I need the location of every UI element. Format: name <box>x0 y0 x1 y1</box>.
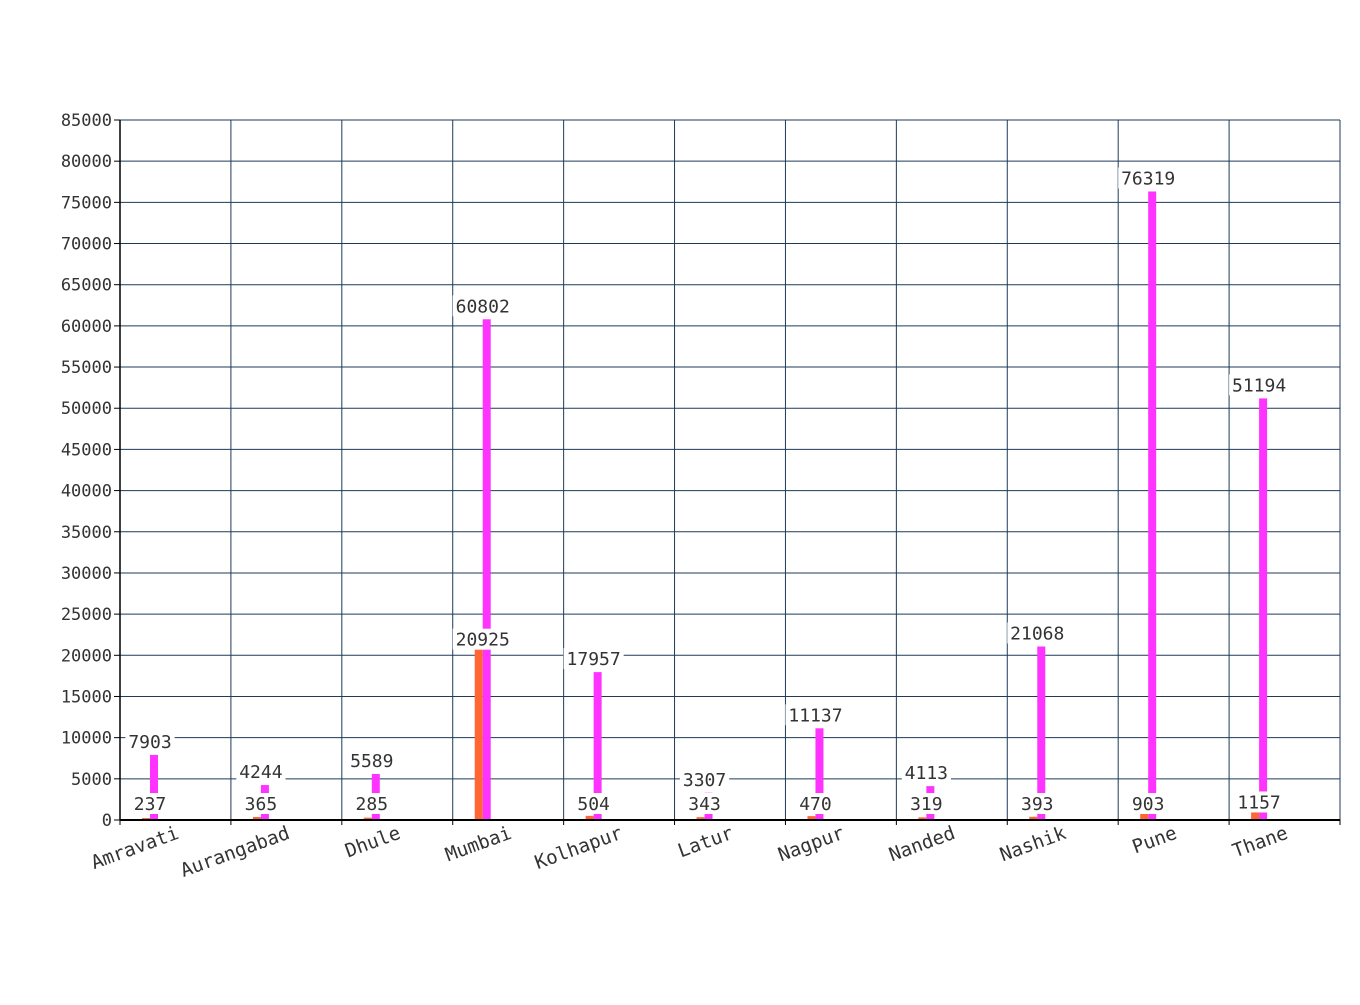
bar-series-2-pune <box>1148 191 1157 820</box>
data-label-series-1-nashik: 393 <box>1021 794 1054 815</box>
bar-series-2-mumbai <box>482 319 491 820</box>
data-label-series-2-nanded: 4113 <box>905 763 948 784</box>
axes <box>114 119 1341 825</box>
data-labels: 237 7903 365 4244 285 5589 20925 60802 504 17957 3… <box>125 167 1290 815</box>
y-tick-label: 55000 <box>61 358 112 378</box>
bar-series-1-kolhapur <box>585 815 594 820</box>
data-label-series-1-thane: 1157 <box>1237 792 1280 813</box>
y-tick-label: 50000 <box>61 399 112 419</box>
bar-series-1-thane <box>1251 810 1260 820</box>
data-label-background <box>1118 167 1179 189</box>
data-label-background <box>452 295 513 317</box>
bar-series-1-aurangabad <box>252 816 261 820</box>
data-label-background <box>901 762 951 784</box>
bar-series-2-thane <box>1259 398 1268 820</box>
bar-series-1-mumbai <box>474 647 483 820</box>
data-label-background <box>796 793 835 814</box>
bars <box>142 191 1268 820</box>
data-label-series-1-amravati: 237 <box>134 794 167 815</box>
y-tick-label: 30000 <box>61 564 112 584</box>
x-tick-label-mumbai: Mumbai <box>442 822 514 866</box>
bar-series-2-amravati <box>150 754 158 820</box>
data-label-background <box>907 793 946 814</box>
grid-lines <box>119 119 1341 820</box>
y-tick-label: 80000 <box>61 152 112 172</box>
x-tick-label-nagpur: Nagpur <box>775 822 847 866</box>
y-tick-label: 45000 <box>61 440 112 460</box>
bar-series-2-nagpur <box>815 728 824 820</box>
data-label-series-2-kolhapur: 17957 <box>567 649 621 670</box>
y-tick-label: 0 <box>102 811 112 831</box>
data-label-series-1-latur: 343 <box>688 794 721 815</box>
data-label-series-2-mumbai: 60802 <box>456 296 510 317</box>
x-tick-label-latur: Latur <box>675 822 736 862</box>
y-tick-label: 65000 <box>61 276 112 296</box>
data-label-series-2-pune: 76319 <box>1121 168 1175 189</box>
y-tick-label: 40000 <box>61 482 112 502</box>
bar-series-1-latur <box>696 817 705 820</box>
y-tick-label: 70000 <box>61 235 112 255</box>
data-label-series-2-dhule: 5589 <box>350 751 393 772</box>
y-tick-label: 15000 <box>61 687 112 707</box>
data-label-series-1-aurangabad: 365 <box>245 794 278 815</box>
x-tick-label-pune: Pune <box>1129 822 1180 858</box>
data-label-series-2-aurangabad: 4244 <box>239 762 282 783</box>
data-label-background <box>130 793 170 814</box>
y-tick-label: 20000 <box>61 646 112 666</box>
x-tick-label-dhule: Dhule <box>342 822 403 862</box>
x-tick-label-aurangabad: Aurangabad <box>178 822 293 882</box>
data-label-background <box>563 648 624 670</box>
data-label-series-2-nashik: 21068 <box>1010 623 1064 644</box>
data-label-series-2-nagpur: 11137 <box>788 705 842 726</box>
bar-series-2-nashik <box>1037 646 1046 820</box>
bar-series-1-dhule <box>363 817 372 820</box>
data-label-series-2-thane: 51194 <box>1232 375 1286 396</box>
bar-series-1-nanded <box>918 817 927 820</box>
bar-series-2-kolhapur <box>593 672 602 820</box>
data-label-background <box>785 704 846 726</box>
data-label-background <box>452 628 513 650</box>
data-label-series-1-kolhapur: 504 <box>577 794 610 815</box>
data-label-background <box>1007 622 1068 644</box>
bar-series-1-nagpur <box>807 816 816 820</box>
data-label-series-1-pune: 903 <box>1132 794 1165 815</box>
data-label-series-2-latur: 3307 <box>683 770 726 791</box>
data-label-background <box>241 793 281 814</box>
y-tick-label: 5000 <box>71 770 112 790</box>
y-tick-label: 10000 <box>61 729 112 749</box>
data-label-background <box>352 793 392 814</box>
y-tick-label: 75000 <box>61 193 112 213</box>
data-label-series-2-amravati: 7903 <box>128 732 171 753</box>
data-label-background <box>679 768 730 790</box>
data-label-background <box>1229 374 1290 396</box>
data-label-background <box>125 730 175 752</box>
data-label-series-1-mumbai: 20925 <box>456 630 510 651</box>
y-tick-label: 35000 <box>61 523 112 543</box>
data-label-series-1-nagpur: 470 <box>799 794 832 815</box>
x-tick-label-thane: Thane <box>1230 822 1291 862</box>
data-label-background <box>347 749 397 771</box>
y-tick-label: 60000 <box>61 317 112 337</box>
bar-series-1-nashik <box>1029 816 1038 820</box>
data-label-background <box>236 761 286 783</box>
data-label-background <box>1018 793 1057 814</box>
bar-series-1-pune <box>1140 812 1149 820</box>
data-label-background <box>1234 791 1284 813</box>
x-tick-label-nashik: Nashik <box>997 822 1070 866</box>
data-label-series-1-nanded: 319 <box>910 794 943 815</box>
x-tick-label-kolhapur: Kolhapur <box>532 822 626 874</box>
data-label-background <box>685 793 724 814</box>
y-tick-label: 85000 <box>61 111 112 131</box>
data-label-series-1-dhule: 285 <box>356 794 389 815</box>
y-tick-label: 25000 <box>61 605 112 625</box>
x-tick-label-nanded: Nanded <box>886 822 958 866</box>
data-label-background <box>1128 793 1168 814</box>
data-label-background <box>574 793 613 814</box>
